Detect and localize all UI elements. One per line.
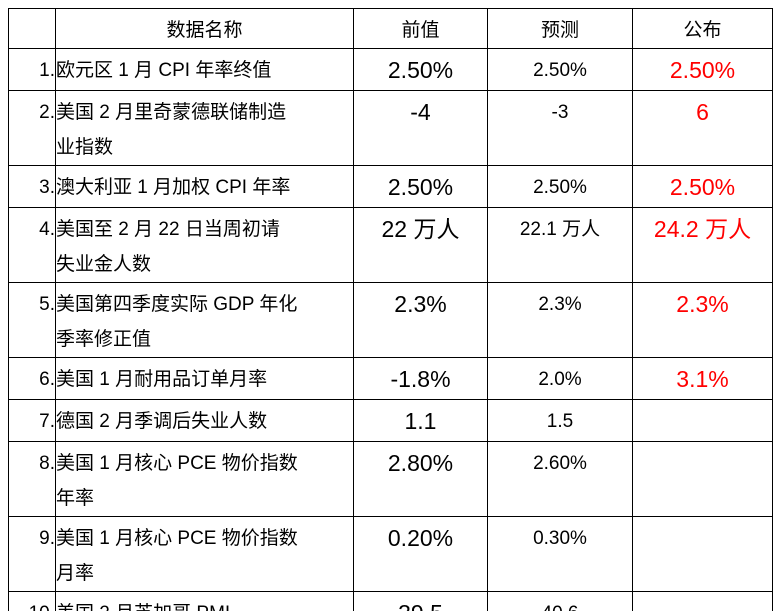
announced-value-cell: 2.3% — [632, 282, 773, 358]
forecast-value-cell: 2.0% — [487, 357, 633, 400]
previous-value-cell: 2.50% — [353, 48, 488, 91]
table-row: 2. 美国 2 月里奇蒙德联储制造 业指数 -4 -3 6 — [8, 90, 773, 166]
previous-value-cell: 22 万人 — [353, 207, 488, 283]
header-forecast-cell: 预测 — [487, 8, 633, 49]
header-previous-cell: 前值 — [353, 8, 488, 49]
previous-value-cell: 1.1 — [353, 399, 488, 442]
indicator-name-cell: 澳大利亚 1 月加权 CPI 年率 — [55, 165, 354, 208]
previous-value-cell: 0.20% — [353, 516, 488, 592]
indicator-name-cell: 美国至 2 月 22 日当周初请 失业金人数 — [55, 207, 354, 283]
indicator-name-cell: 美国 1 月核心 PCE 物价指数 年率 — [55, 441, 354, 517]
row-index-cell: 8. — [8, 441, 56, 517]
forecast-value-cell: -3 — [487, 90, 633, 166]
forecast-value-cell: 2.60% — [487, 441, 633, 517]
indicator-name-cell: 欧元区 1 月 CPI 年率终值 — [55, 48, 354, 91]
announced-value-cell — [632, 441, 773, 517]
table-body: 1. 欧元区 1 月 CPI 年率终值 2.50% 2.50% 2.50% 2.… — [8, 48, 773, 611]
row-index-cell: 2. — [8, 90, 56, 166]
row-index-cell: 9. — [8, 516, 56, 592]
table-row: 9. 美国 1 月核心 PCE 物价指数 月率 0.20% 0.30% — [8, 516, 773, 592]
table-row: 3. 澳大利亚 1 月加权 CPI 年率 2.50% 2.50% 2.50% — [8, 165, 773, 208]
forecast-value-cell: 2.3% — [487, 282, 633, 358]
previous-value-cell: -4 — [353, 90, 488, 166]
header-row: 数据名称 前值 预测 公布 — [8, 8, 773, 49]
announced-value-cell — [632, 516, 773, 592]
row-index-cell: 4. — [8, 207, 56, 283]
announced-value-cell — [632, 399, 773, 442]
table-row: 10. 美国 2 月芝加哥 PMI 39.5 40.6 — [8, 591, 773, 611]
table-row: 7. 德国 2 月季调后失业人数 1.1 1.5 — [8, 399, 773, 442]
header-name-cell: 数据名称 — [55, 8, 354, 49]
forecast-value-cell: 22.1 万人 — [487, 207, 633, 283]
row-index-cell: 1. — [8, 48, 56, 91]
table-row: 5. 美国第四季度实际 GDP 年化 季率修正值 2.3% 2.3% 2.3% — [8, 282, 773, 358]
announced-value-cell: 6 — [632, 90, 773, 166]
previous-value-cell: -1.8% — [353, 357, 488, 400]
row-index-cell: 5. — [8, 282, 56, 358]
forecast-value-cell: 1.5 — [487, 399, 633, 442]
indicator-name-cell: 美国 2 月芝加哥 PMI — [55, 591, 354, 611]
announced-value-cell — [632, 591, 773, 611]
indicator-name-cell: 德国 2 月季调后失业人数 — [55, 399, 354, 442]
forecast-value-cell: 40.6 — [487, 591, 633, 611]
indicator-name-cell: 美国 1 月核心 PCE 物价指数 月率 — [55, 516, 354, 592]
previous-value-cell: 2.50% — [353, 165, 488, 208]
row-index-cell: 6. — [8, 357, 56, 400]
row-index-cell: 10. — [8, 591, 56, 611]
indicator-name-cell: 美国 1 月耐用品订单月率 — [55, 357, 354, 400]
forecast-value-cell: 0.30% — [487, 516, 633, 592]
announced-value-cell: 2.50% — [632, 165, 773, 208]
economic-data-table: 数据名称 前值 预测 公布 1. 欧元区 1 月 CPI 年率终值 2.50% … — [8, 8, 773, 611]
indicator-name-cell: 美国第四季度实际 GDP 年化 季率修正值 — [55, 282, 354, 358]
announced-value-cell: 24.2 万人 — [632, 207, 773, 283]
forecast-value-cell: 2.50% — [487, 48, 633, 91]
announced-value-cell: 2.50% — [632, 48, 773, 91]
previous-value-cell: 2.80% — [353, 441, 488, 517]
table-row: 4. 美国至 2 月 22 日当周初请 失业金人数 22 万人 22.1 万人 … — [8, 207, 773, 283]
table-row: 6. 美国 1 月耐用品订单月率 -1.8% 2.0% 3.1% — [8, 357, 773, 400]
table-row: 1. 欧元区 1 月 CPI 年率终值 2.50% 2.50% 2.50% — [8, 48, 773, 91]
previous-value-cell: 39.5 — [353, 591, 488, 611]
announced-value-cell: 3.1% — [632, 357, 773, 400]
header-index-cell — [8, 8, 56, 49]
row-index-cell: 7. — [8, 399, 56, 442]
previous-value-cell: 2.3% — [353, 282, 488, 358]
table-row: 8. 美国 1 月核心 PCE 物价指数 年率 2.80% 2.60% — [8, 441, 773, 517]
indicator-name-cell: 美国 2 月里奇蒙德联储制造 业指数 — [55, 90, 354, 166]
header-announced-cell: 公布 — [632, 8, 773, 49]
row-index-cell: 3. — [8, 165, 56, 208]
forecast-value-cell: 2.50% — [487, 165, 633, 208]
